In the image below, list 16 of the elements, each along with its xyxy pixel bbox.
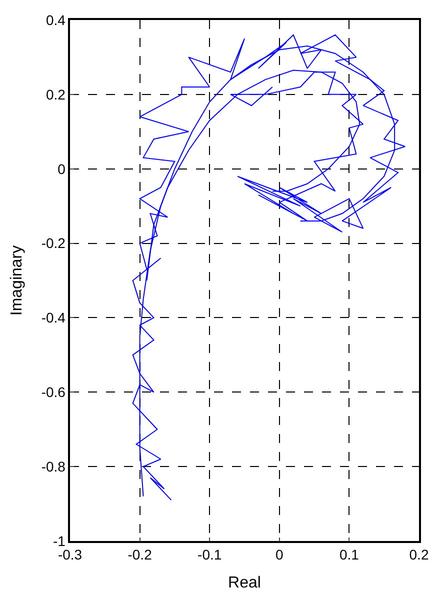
y-tick-label: -0.2 [41,235,66,252]
x-axis-title: Real [228,574,261,592]
x-tick-label: -0.2 [128,546,152,563]
y-tick-label: 0.4 [46,12,66,28]
y-tick-label: 0 [58,160,66,177]
x-tick-label: 0.1 [339,546,360,563]
x-tick-label: -0.3 [58,546,82,563]
x-tick-label: 0 [276,546,284,563]
x-tick-label: -0.1 [198,546,222,563]
y-tick-label: 0.2 [46,86,66,102]
y-tick-label: -1 [52,532,66,549]
y-tick-label: -0.4 [41,310,66,326]
y-axis-title: Imaginary [8,245,26,316]
y-tick-label: -0.6 [41,384,66,400]
y-tick-label: -0.8 [41,458,66,474]
x-tick-label: 0.2 [409,546,429,563]
